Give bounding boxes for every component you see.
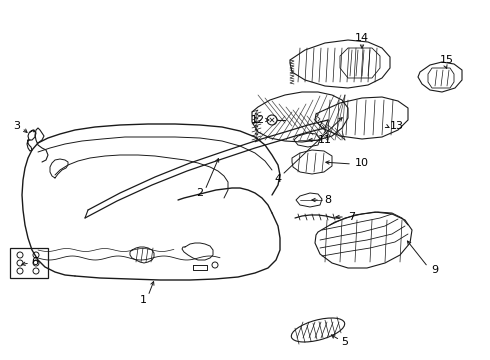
Text: 15: 15 (440, 55, 454, 65)
Text: 11: 11 (318, 135, 332, 145)
Text: 2: 2 (196, 188, 203, 198)
Text: 1: 1 (140, 295, 147, 305)
Text: 13: 13 (390, 121, 404, 131)
Text: 3: 3 (14, 121, 21, 131)
Text: 12: 12 (251, 115, 265, 125)
Text: 8: 8 (324, 195, 332, 205)
Text: 5: 5 (342, 337, 348, 347)
Text: 4: 4 (274, 174, 282, 184)
Text: 14: 14 (355, 33, 369, 43)
Text: 7: 7 (348, 212, 356, 222)
Text: 6: 6 (31, 257, 39, 267)
Text: 10: 10 (355, 158, 369, 168)
Text: 9: 9 (431, 265, 439, 275)
